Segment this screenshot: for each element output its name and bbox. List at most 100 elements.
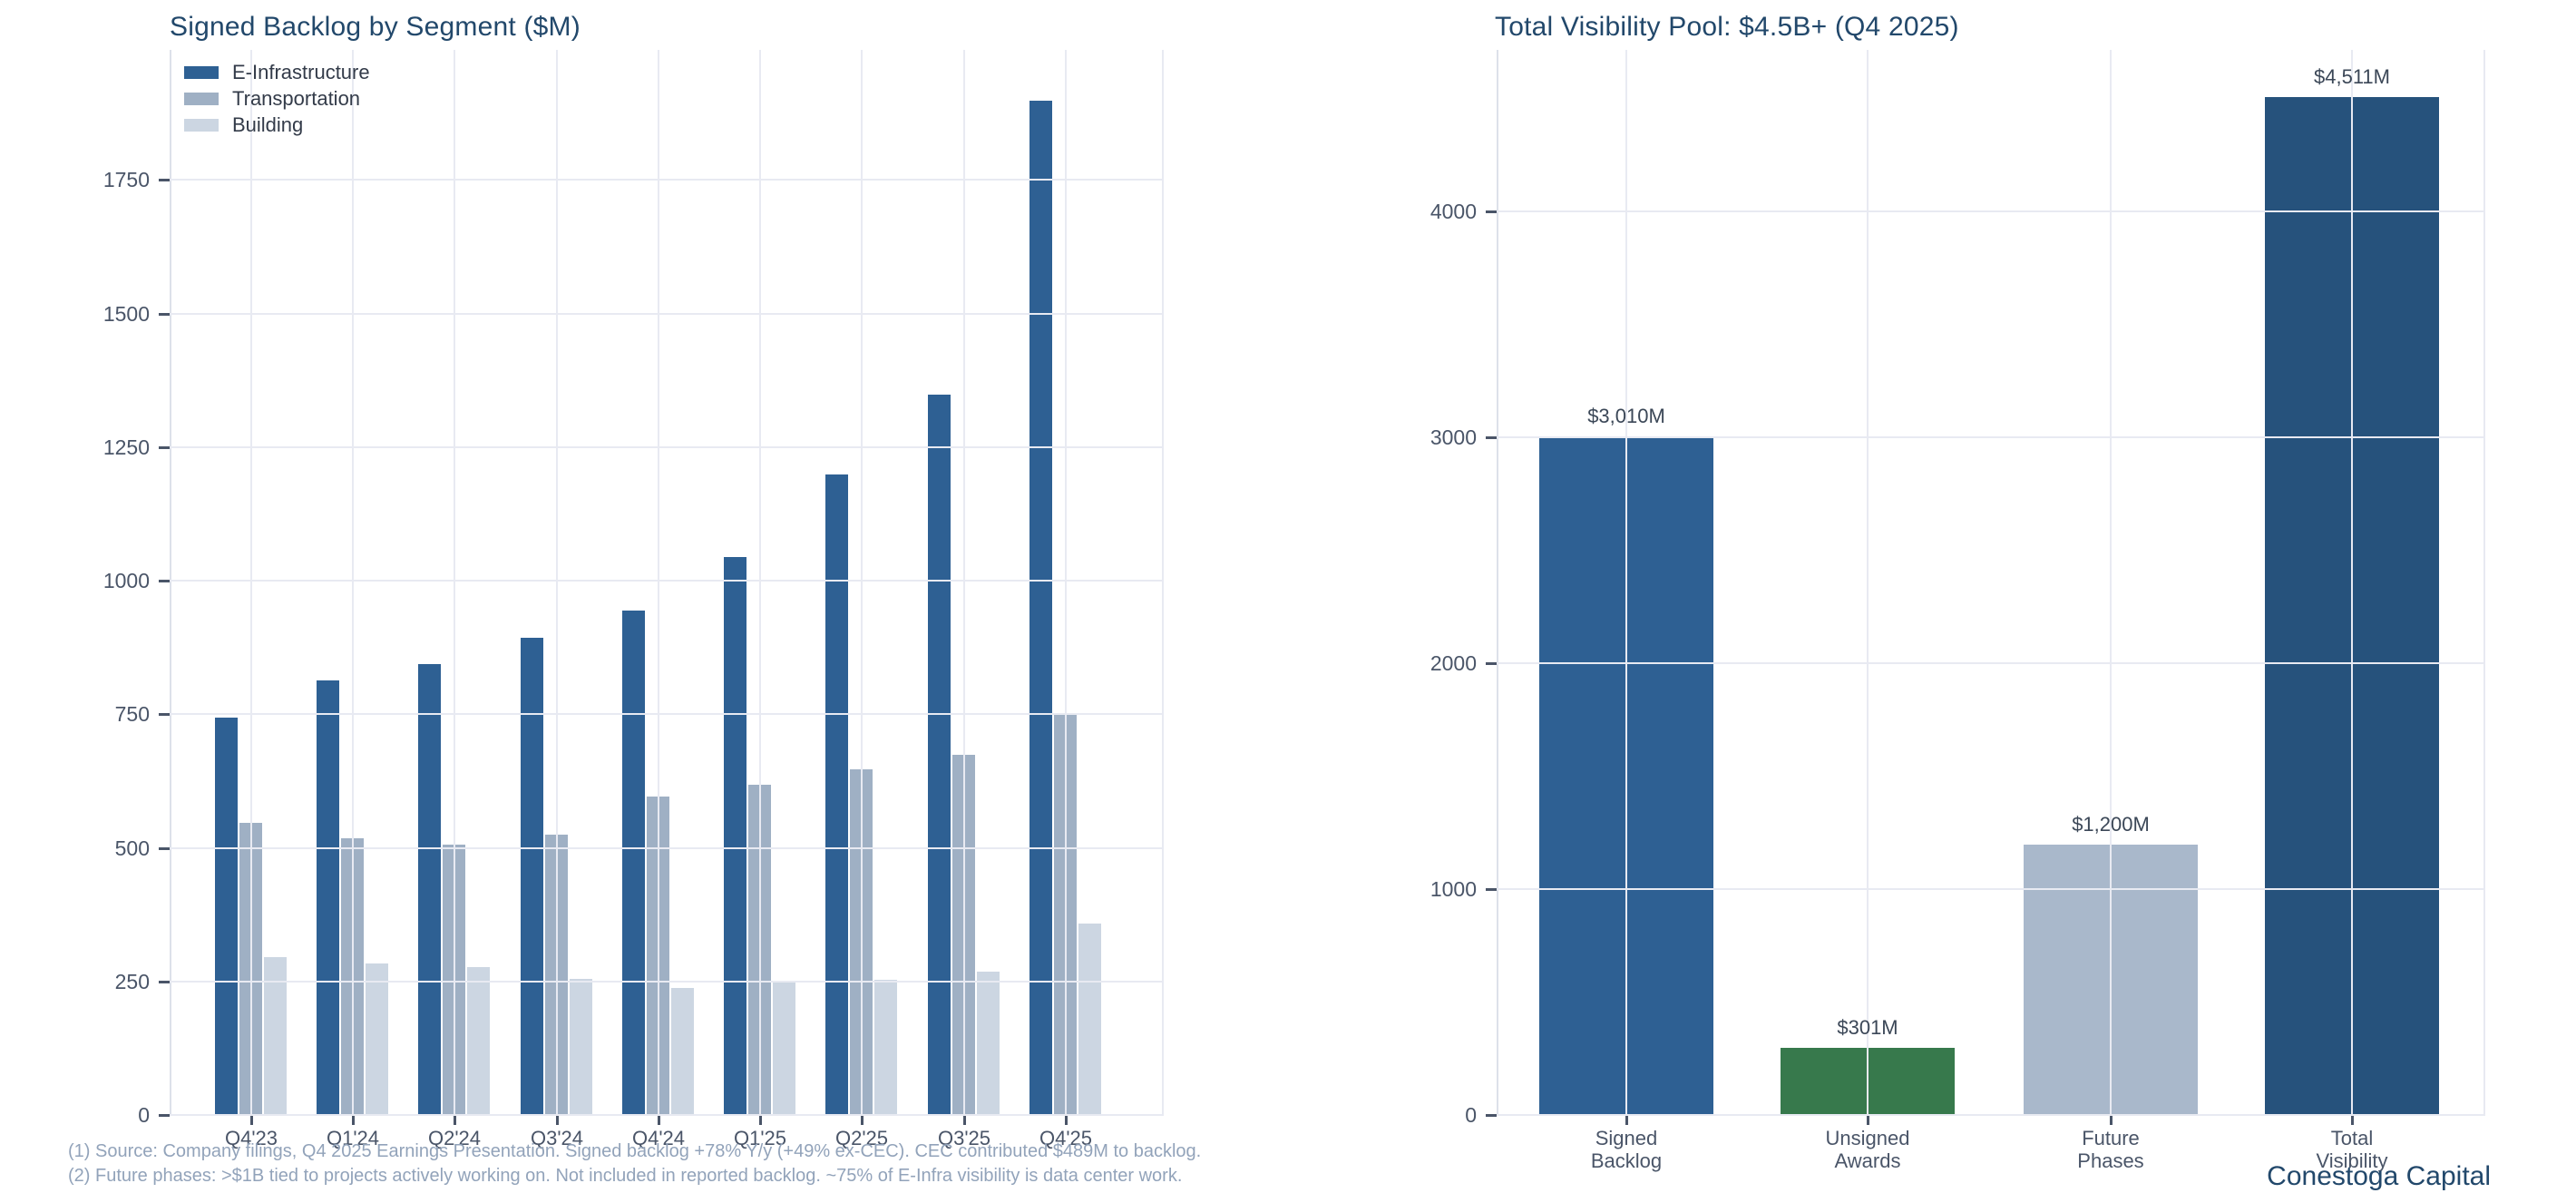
y-tick-label: 1000 [1429, 877, 1477, 901]
h-gridline [170, 580, 1164, 582]
x-tick-label: Total Visibility [2243, 1127, 2461, 1172]
v-gridline [861, 50, 863, 1116]
v-gridline [454, 50, 455, 1116]
x-tick-mark [861, 1116, 864, 1125]
h-gridline [170, 846, 1164, 849]
bar-e-infrastructure [724, 557, 746, 1116]
y-tick-label: 500 [114, 836, 150, 860]
y-tick-mark [1486, 210, 1497, 213]
y-tick-mark [1486, 662, 1497, 665]
y-tick-label: 2000 [1429, 651, 1477, 675]
right-chart-plot-area: 0 1000 2000 3000 4000 $3,010M $301M $1,200M $4,5… [1430, 50, 2485, 1172]
x-tick-label-line: Signed [1595, 1127, 1658, 1149]
y-tick-label: 1000 [102, 569, 150, 592]
h-gridline [1497, 1114, 2485, 1116]
v-gridline [759, 50, 761, 1116]
bar-building [1078, 924, 1101, 1116]
x-tick-label-line: Unsigned [1825, 1127, 1910, 1149]
y-tick-mark [1486, 888, 1497, 891]
legend-swatch-transportation [184, 92, 219, 105]
h-gridline [170, 980, 1164, 983]
h-gridline [170, 445, 1164, 448]
bar-e-infrastructure [928, 395, 951, 1116]
x-tick-label: Q4'23 [224, 1127, 278, 1149]
footnote-line-1: (1) Source: Company filings, Q4 2025 Ear… [68, 1141, 1202, 1161]
y-tick-mark [159, 580, 170, 582]
x-tick-label-line: Visibility [2316, 1149, 2388, 1172]
x-tick-mark [658, 1116, 660, 1125]
bar-e-infrastructure [418, 664, 441, 1116]
y-tick-label: 1250 [102, 435, 150, 459]
footnote-line-2: (2) Future phases: >$1B tied to projects… [68, 1166, 1183, 1186]
left-chart-title: Signed Backlog by Segment ($M) [170, 12, 581, 42]
y-tick-label: 1500 [102, 301, 150, 326]
bar-e-infrastructure [317, 680, 339, 1116]
bar-value-label: $3,010M [1587, 405, 1665, 427]
x-tick-label-line: Phases [2077, 1149, 2144, 1172]
h-gridline [1497, 436, 2485, 438]
v-gridline [1162, 50, 1164, 1116]
y-axis-spine [1497, 50, 1498, 1116]
v-gridline [2483, 50, 2485, 1116]
y-tick-mark [1486, 436, 1497, 439]
x-tick-label: Q1'24 [326, 1127, 380, 1149]
h-gridline [1497, 662, 2485, 664]
y-tick-mark [159, 980, 170, 983]
x-tick-label: Q4'24 [631, 1127, 686, 1149]
legend-label: E-Infrastructure [232, 60, 370, 83]
y-tick-mark [159, 846, 170, 850]
bar-e-infrastructure [521, 638, 543, 1116]
h-gridline [170, 179, 1164, 181]
bar-building [977, 972, 1000, 1116]
x-tick-mark [2351, 1116, 2354, 1125]
x-tick-label-line: Awards [1834, 1149, 1901, 1172]
x-tick-mark [1065, 1116, 1068, 1125]
h-gridline [1497, 210, 2485, 212]
x-tick-mark [454, 1116, 456, 1125]
v-gridline [658, 50, 659, 1116]
legend-label: Building [232, 112, 304, 136]
bar-e-infrastructure [1029, 101, 1052, 1116]
v-gridline [1625, 50, 1627, 1116]
legend-item: Transportation [184, 85, 370, 112]
bar-e-infrastructure [622, 611, 645, 1116]
x-tick-label-line: Backlog [1590, 1149, 1663, 1172]
x-tick-label: Q2'24 [427, 1127, 482, 1149]
h-gridline [170, 312, 1164, 315]
bar-e-infrastructure [215, 718, 238, 1116]
x-tick-label: Q2'25 [834, 1127, 889, 1149]
x-tick-label: Q3'24 [530, 1127, 584, 1149]
y-tick-mark [159, 312, 170, 316]
v-gridline [963, 50, 965, 1116]
x-tick-mark [759, 1116, 762, 1125]
h-gridline [1497, 888, 2485, 890]
x-tick-label: Future Phases [2002, 1127, 2220, 1172]
legend-item: E-Infrastructure [184, 59, 370, 85]
x-tick-label: Q4'25 [1039, 1127, 1093, 1149]
y-tick-label: 4000 [1429, 200, 1477, 223]
bar-value-label: $1,200M [2072, 813, 2150, 836]
bar-value-label: $4,511M [2314, 65, 2390, 88]
x-tick-mark [556, 1116, 559, 1125]
x-tick-label: Q3'25 [937, 1127, 991, 1149]
bar-building [467, 967, 490, 1116]
v-gridline [1065, 50, 1067, 1116]
y-tick-label: 1750 [102, 168, 150, 192]
v-gridline [352, 50, 354, 1116]
x-tick-label: Q1'25 [733, 1127, 787, 1149]
bar-value-label: $301M [1837, 1016, 1898, 1039]
branding-label: Conestoga Capital [2267, 1161, 2491, 1191]
y-tick-mark [1486, 1114, 1497, 1117]
x-tick-mark [1625, 1116, 1628, 1125]
legend-swatch-building [184, 118, 219, 132]
right-chart-title: Total Visibility Pool: $4.5B+ (Q4 2025) [1495, 12, 1959, 42]
bar-building [671, 988, 694, 1116]
y-tick-label: 0 [1465, 1103, 1477, 1127]
v-gridline [2351, 50, 2353, 1116]
v-gridline [2110, 50, 2112, 1116]
y-tick-mark [159, 1114, 170, 1117]
y-tick-label: 3000 [1429, 425, 1477, 449]
y-tick-mark [159, 179, 170, 182]
x-tick-mark [352, 1116, 355, 1125]
legend: E-Infrastructure Transportation Building [184, 59, 370, 138]
